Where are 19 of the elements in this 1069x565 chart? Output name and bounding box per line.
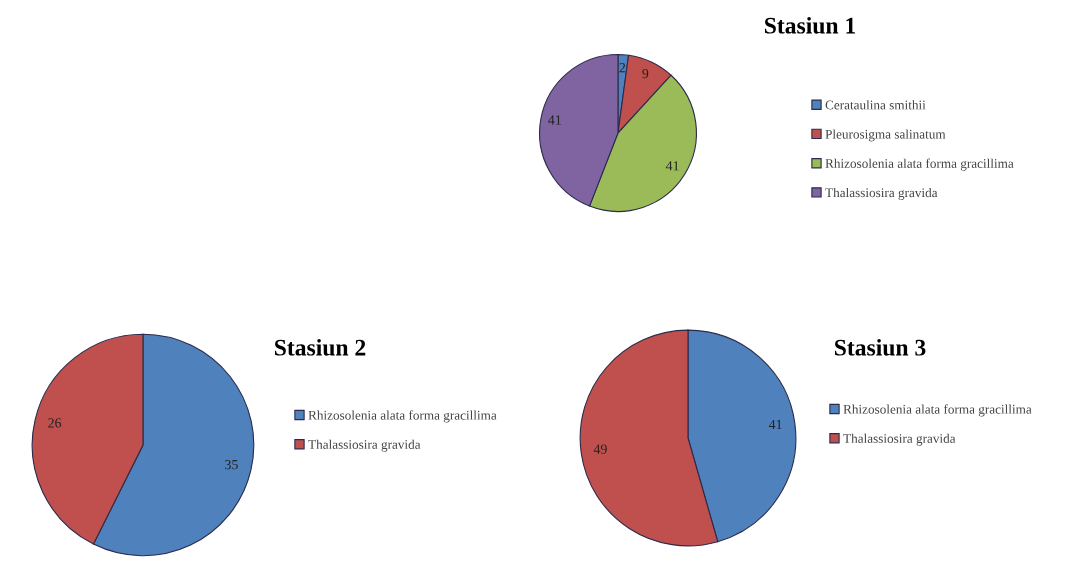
data-label: 49 [593, 444, 607, 454]
legend-label: Rhizosolenia alata forma gracillima [843, 404, 1032, 417]
legend-label: Rhizosolenia alata forma gracillima [825, 158, 1014, 171]
legend-label: Thalassiosira gravida [308, 439, 421, 452]
data-label: 41 [768, 419, 782, 430]
data-label: 26 [48, 418, 62, 428]
chart-title: Stasiun 3 [835, 339, 926, 356]
legend-label: Thalassiosira gravida [825, 187, 938, 200]
data-label: 9 [642, 68, 649, 79]
data-label: 2 [619, 62, 626, 73]
legend-label: Thalassiosira gravida [843, 433, 956, 446]
legend-label: Cerataulina smithii [825, 100, 926, 110]
data-label: 35 [225, 460, 238, 470]
data-label: 41 [548, 115, 561, 125]
legend-label: Rhizosolenia alata forma gracillima [308, 410, 497, 423]
legend-label: Pleurosigma salinatum [825, 129, 946, 142]
data-label: 41 [665, 161, 679, 171]
chart-title: Stasiun 1 [765, 17, 856, 34]
chart-title: Stasiun 2 [275, 339, 366, 356]
